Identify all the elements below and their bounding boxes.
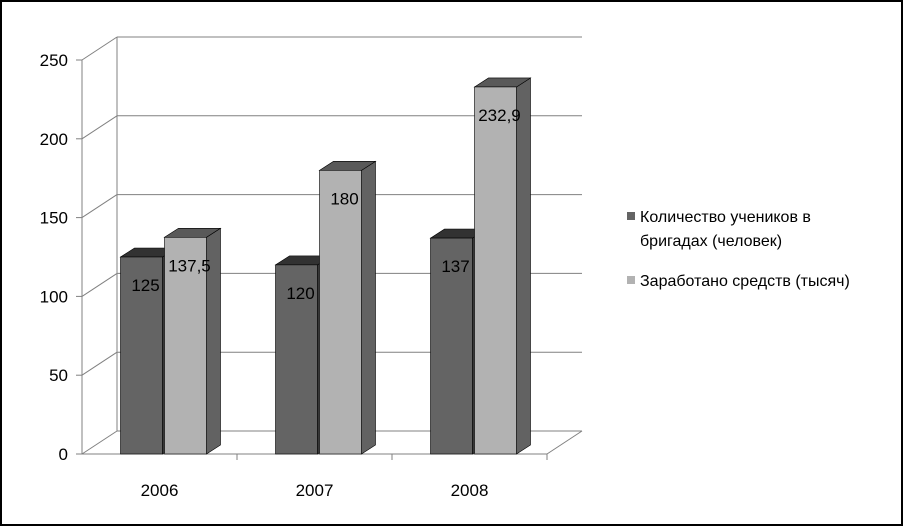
gridline-diag	[81, 115, 118, 140]
bar-front	[319, 170, 362, 455]
data-label: 125	[131, 276, 159, 295]
bar-side	[516, 77, 531, 455]
bar-front	[430, 237, 473, 455]
y-tick-label: 0	[59, 445, 68, 464]
data-label: 120	[286, 284, 314, 303]
x-tick-label: 2007	[296, 481, 334, 500]
x-axis: 2006 2007 2008	[141, 454, 548, 500]
legend: Количество учеников в бригадах (человек) З…	[627, 209, 850, 290]
legend-label: Заработано средств (тысяч)	[640, 273, 850, 290]
data-label: 137,5	[168, 256, 211, 275]
gridline-diag	[81, 430, 118, 455]
bar	[163, 227, 222, 455]
gridline-diag	[81, 36, 118, 61]
x-tick-label: 2008	[451, 481, 489, 500]
y-tick-label: 100	[40, 287, 68, 306]
data-labels: 125 137,5 120 180 137 232,9	[131, 106, 520, 303]
bar-front	[120, 256, 163, 455]
gridline-diag	[81, 272, 118, 297]
y-tick-label: 150	[40, 209, 68, 228]
bar-front	[164, 237, 207, 455]
legend-swatch	[627, 276, 635, 284]
bar	[473, 77, 532, 455]
data-label: 232,9	[478, 106, 521, 125]
bars	[119, 77, 532, 455]
gridline-diag	[81, 351, 118, 376]
bar-side	[361, 160, 376, 455]
y-axis: 0 50 100 150 200 250	[40, 51, 82, 464]
y-tick-label: 200	[40, 130, 68, 149]
x-tick-label: 2006	[141, 481, 179, 500]
legend-label: бригадах (человек)	[640, 233, 782, 250]
y-tick-label: 250	[40, 51, 68, 70]
data-label: 137	[441, 257, 469, 276]
legend-swatch	[627, 212, 635, 220]
bar	[318, 160, 377, 455]
data-label: 180	[330, 189, 358, 208]
bar-front	[474, 86, 517, 455]
legend-label: Количество учеников в	[640, 209, 811, 226]
gridline-diag	[81, 194, 118, 219]
y-tick-label: 50	[49, 366, 68, 385]
bar-front	[275, 264, 318, 455]
floor-edge	[546, 430, 583, 455]
